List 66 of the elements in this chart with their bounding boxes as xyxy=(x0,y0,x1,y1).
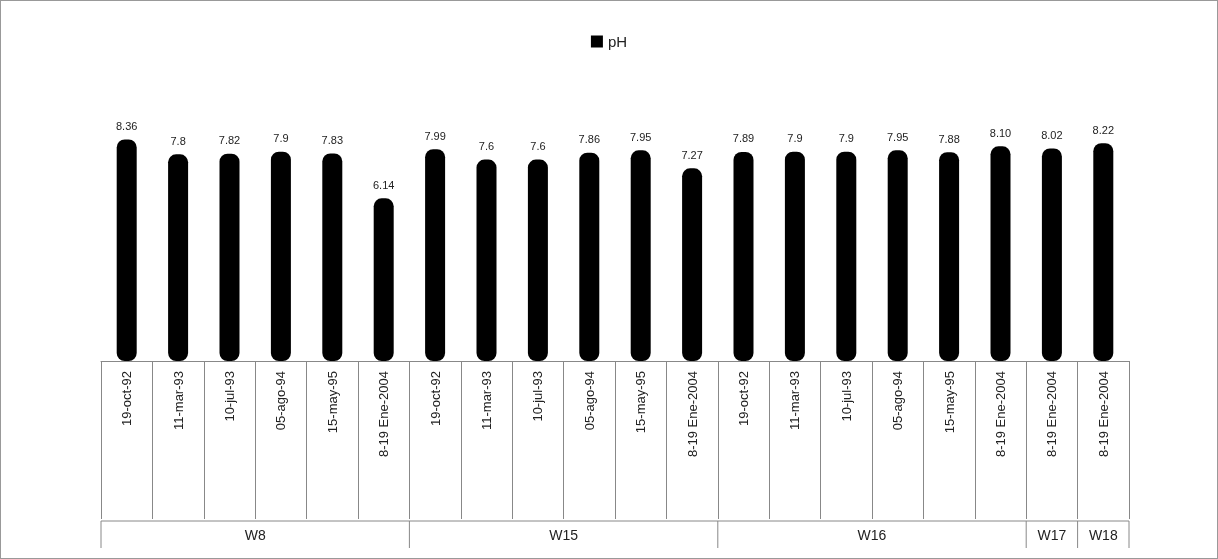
text: W16 xyxy=(857,526,887,543)
x-tick-label: 8-19 Ene-2004 xyxy=(993,371,1008,458)
data-label: 7.27 xyxy=(681,148,703,161)
x-tick-label: 05-ago-94 xyxy=(890,371,906,431)
x-tick-label: 19-oct-92 xyxy=(736,371,751,426)
legend-label: pH xyxy=(607,33,628,50)
text: W17 xyxy=(1037,526,1067,543)
x-tick-label: 8-19 Ene-2004 xyxy=(684,371,700,458)
data-label: 8.36 xyxy=(115,119,138,132)
data-label: 8.10 xyxy=(989,126,1012,139)
text: W15 xyxy=(549,526,579,543)
bar xyxy=(939,152,960,361)
x-tick-label: 15-may-95 xyxy=(941,371,957,434)
bar xyxy=(322,153,343,361)
x-tick-label: 11-mar-93 xyxy=(479,371,494,431)
text: W18 xyxy=(1088,526,1118,543)
x-tick-label: 10-jul-93 xyxy=(530,371,546,422)
x-tick-label: 10-jul-93 xyxy=(838,371,854,422)
bar xyxy=(373,198,394,361)
x-tick-label: 10-jul-93 xyxy=(222,371,237,422)
x-tick-label: 05-ago-94 xyxy=(273,371,289,431)
bar xyxy=(733,151,754,361)
x-tick-label: 8-19 Ene-2004 xyxy=(376,371,392,458)
bar xyxy=(168,154,189,361)
x-tick-label: 11-mar-93 xyxy=(787,371,803,431)
bar xyxy=(630,150,651,361)
data-label: 8.02 xyxy=(1041,128,1063,141)
data-label: 8.22 xyxy=(1092,123,1115,136)
x-tick-label: 8-19 Ene-2004 xyxy=(1044,371,1060,458)
data-label: 7.9 xyxy=(273,132,289,145)
x-tick-label: 8-19 Ene-2004 xyxy=(1095,371,1111,458)
x-tick-label: 05-ago-94 xyxy=(581,371,597,431)
bar xyxy=(270,151,291,361)
bar xyxy=(682,168,703,361)
data-label: 7.9 xyxy=(787,132,803,145)
bar xyxy=(425,149,446,361)
data-label: 7.89 xyxy=(732,132,755,145)
bar xyxy=(990,146,1011,361)
bar xyxy=(219,153,240,361)
x-tick-label: 11-mar-93 xyxy=(170,371,186,431)
data-label: 7.95 xyxy=(629,130,652,143)
bar xyxy=(836,151,857,361)
data-label: 7.88 xyxy=(938,132,960,145)
data-label: 7.6 xyxy=(478,140,495,153)
data-label: 7.99 xyxy=(424,129,446,142)
data-label: 6.14 xyxy=(372,178,395,191)
data-label: 7.82 xyxy=(218,134,241,147)
bar xyxy=(1093,143,1114,361)
bar xyxy=(476,159,497,361)
text: W8 xyxy=(244,526,266,543)
data-label: 7.9 xyxy=(838,132,854,145)
data-label: 7.95 xyxy=(886,130,909,143)
x-tick-label: 15-may-95 xyxy=(633,371,649,434)
data-label: 7.8 xyxy=(170,134,186,147)
x-tick-label: 15-may-95 xyxy=(324,371,340,434)
bar xyxy=(1041,148,1062,361)
x-tick-label: 19-oct-92 xyxy=(427,371,443,426)
bar xyxy=(527,159,548,361)
bar xyxy=(887,150,908,361)
bar xyxy=(784,151,805,361)
data-label: 7.86 xyxy=(578,133,601,146)
data-label: 7.83 xyxy=(321,134,344,147)
data-label: 7.6 xyxy=(530,140,546,153)
x-tick-label: 19-oct-92 xyxy=(119,371,135,426)
bar xyxy=(579,152,600,361)
bar xyxy=(116,139,137,361)
